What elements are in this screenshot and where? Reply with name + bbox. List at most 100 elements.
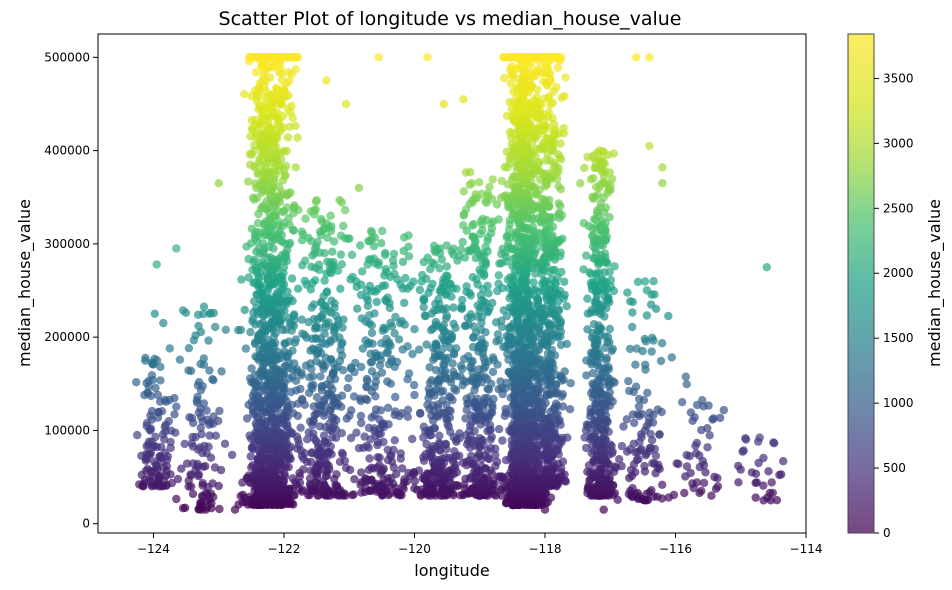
scatter-point [606, 275, 616, 285]
scatter-point [489, 394, 498, 404]
scatter-point [365, 454, 374, 463]
scatter-point [360, 432, 369, 441]
scatter-point [357, 362, 366, 372]
scatter-point [554, 305, 563, 314]
scatter-point [410, 325, 419, 334]
scatter-point [309, 380, 318, 390]
scatter-point [383, 403, 393, 412]
scatter-point [497, 472, 506, 481]
scatter-point [566, 379, 575, 388]
scatter-point [452, 344, 461, 353]
scatter-point [388, 256, 398, 265]
scatter-point [370, 309, 379, 318]
scatter-point [237, 275, 246, 284]
scatter-point [379, 437, 388, 447]
scatter-point [343, 383, 352, 393]
scatter-point [634, 402, 644, 411]
scatter-point [132, 378, 141, 387]
scatter-point [607, 174, 617, 184]
scatter-point [319, 431, 329, 440]
scatter-point [580, 163, 589, 173]
scatter-point [710, 472, 719, 482]
scatter-point [466, 310, 476, 319]
scatter-point [153, 390, 163, 400]
scatter-point [280, 347, 289, 356]
scatter-point [734, 461, 743, 471]
scatter-point [150, 309, 159, 318]
scatter-point [485, 182, 494, 192]
scatter-point [678, 398, 687, 407]
scatter-point [377, 239, 386, 248]
scatter-point [300, 256, 310, 265]
scatter-point [307, 262, 316, 271]
scatter-point [206, 308, 215, 318]
scatter-point [404, 231, 413, 240]
scatter-point [640, 461, 649, 471]
scatter-point [350, 475, 359, 484]
scatter-point [382, 334, 391, 344]
scatter-point [682, 450, 691, 460]
scatter-point [408, 349, 417, 359]
scatter-point [439, 320, 448, 329]
scatter-point [539, 276, 548, 286]
scatter-point [193, 392, 202, 402]
scatter-point [378, 226, 387, 236]
scatter-point [501, 404, 510, 414]
scatter-point [459, 221, 468, 230]
scatter-point [658, 163, 667, 172]
scatter-point [199, 399, 209, 408]
scatter-point [767, 478, 776, 487]
scatter-point [394, 335, 404, 344]
scatter-point [400, 298, 409, 308]
scatter-point [347, 250, 357, 259]
scatter-point [622, 415, 631, 424]
scatter-point [194, 377, 204, 387]
scatter-point [236, 325, 246, 335]
scatter-point [335, 333, 344, 342]
scatter-point [362, 374, 372, 384]
scatter-point [356, 411, 366, 421]
scatter-point [316, 214, 326, 224]
scatter-point [488, 298, 497, 308]
scatter-point [416, 408, 425, 418]
scatter-point [579, 265, 588, 274]
scatter-point [494, 215, 503, 224]
scatter-point [501, 191, 511, 200]
scatter-point [211, 322, 220, 332]
scatter-point [477, 462, 486, 471]
scatter-point [617, 441, 627, 451]
scatter-point [455, 429, 464, 438]
scatter-point [759, 481, 768, 490]
scatter-point [418, 270, 427, 280]
scatter-point [481, 242, 490, 252]
scatter-point [599, 505, 608, 514]
scatter-point [329, 237, 339, 246]
scatter-point [681, 372, 690, 381]
scatter-point [588, 368, 598, 378]
scatter-point [669, 490, 679, 500]
scatter-point [542, 134, 551, 143]
scatter-point [197, 430, 206, 439]
scatter-point [589, 320, 599, 329]
scatter-point [419, 422, 428, 431]
scatter-point [777, 470, 786, 479]
scatter-point [474, 449, 484, 458]
scatter-point [200, 441, 209, 451]
scatter-point [397, 409, 406, 418]
scatter-point [645, 408, 654, 417]
scatter-point [381, 265, 390, 274]
scatter-point [367, 367, 377, 376]
scatter-point [458, 237, 467, 247]
scatter-point [623, 288, 632, 297]
scatter-point [658, 179, 667, 188]
scatter-point [301, 214, 310, 223]
scatter-point [596, 155, 605, 164]
scatter-point [634, 455, 643, 464]
scatter-point [181, 503, 190, 512]
scatter-point [648, 459, 657, 468]
scatter-point [403, 342, 412, 351]
scatter-point [655, 430, 664, 439]
scatter-point [204, 336, 213, 345]
scatter-point [336, 284, 345, 293]
scatter-point [335, 196, 344, 205]
